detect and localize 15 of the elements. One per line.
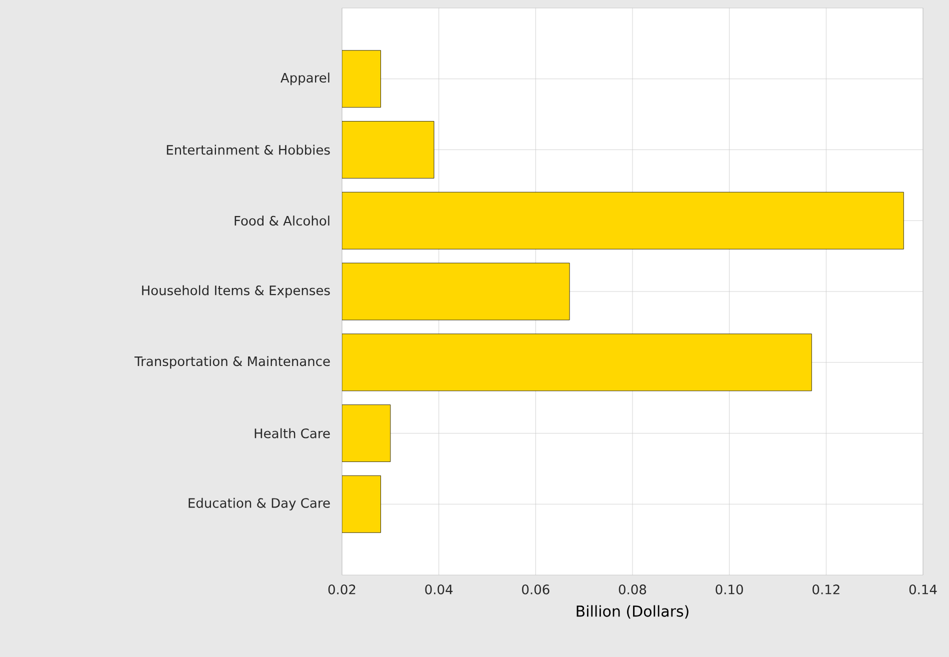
y-tick-label: Health Care xyxy=(254,428,330,438)
y-tick-label: Entertainment & Hobbies xyxy=(166,144,330,155)
x-axis-title: Billion (Dollars) xyxy=(576,605,688,619)
y-tick-label: Transportation & Maintenance xyxy=(134,356,330,369)
x-tick-label: 0.12 xyxy=(812,584,840,594)
y-tick-label: Apparel xyxy=(280,72,330,86)
y-tick-label: Food & Alcohol xyxy=(234,216,330,226)
x-tick-label: 0.04 xyxy=(425,584,453,594)
x-tick-label: 0.14 xyxy=(909,584,937,594)
x-tick-label: 0.10 xyxy=(716,584,743,594)
x-tick-label: 0.08 xyxy=(618,584,646,594)
x-tick-label: 0.02 xyxy=(328,584,356,594)
y-tick-label: Education & Day Care xyxy=(188,498,330,510)
x-tick-label: 0.06 xyxy=(522,584,550,594)
y-tick-label: Household Items & Expenses xyxy=(142,285,330,298)
